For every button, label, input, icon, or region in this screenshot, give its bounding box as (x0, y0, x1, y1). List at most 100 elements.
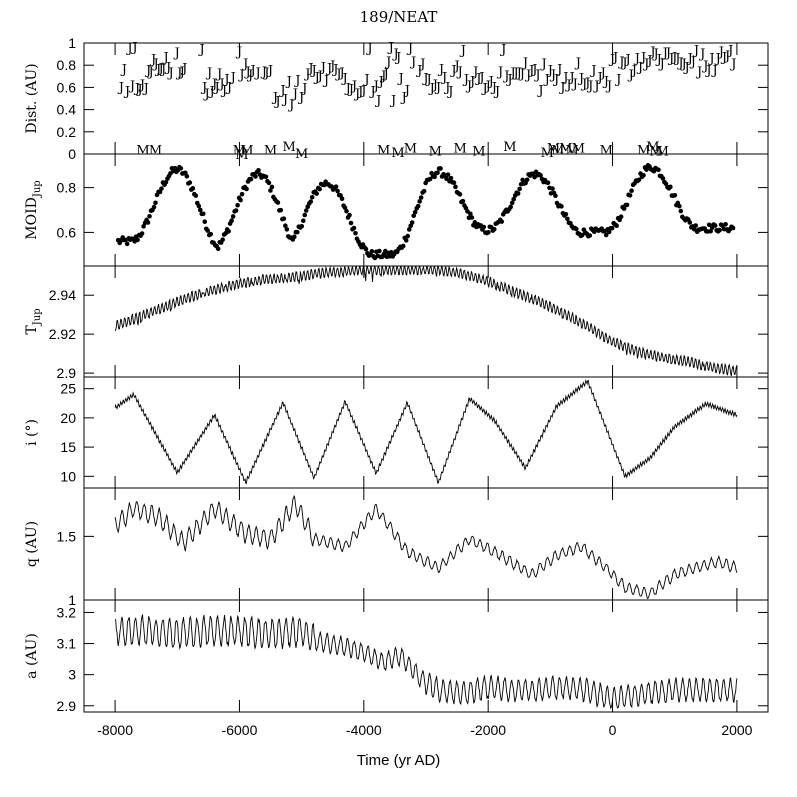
data-point-M: M (240, 144, 253, 159)
data-point (268, 188, 273, 193)
data-point (244, 186, 249, 192)
panel-frame-incl (83, 376, 769, 489)
data-point (486, 230, 491, 235)
data-point (656, 167, 661, 173)
data-point-J: J (583, 76, 590, 91)
data-point-J: J (443, 80, 450, 95)
data-point-M: M (637, 144, 650, 159)
data-point-M: M (136, 144, 149, 159)
data-point-J: J (135, 83, 142, 98)
data-point-J: J (207, 85, 214, 100)
data-point-J: J (337, 66, 344, 81)
data-point-J: J (142, 81, 149, 96)
data-point-J: J (220, 84, 227, 99)
data-point (636, 177, 642, 183)
data-point-J: J (602, 75, 609, 90)
data-point-M: M (454, 141, 467, 156)
data-point-J: J (484, 79, 491, 94)
data-point-J: J (592, 79, 599, 94)
data-point-J: J (316, 69, 323, 84)
data-point (302, 212, 308, 218)
data-point (275, 200, 281, 205)
data-point-J: J (726, 44, 733, 59)
data-point-J: J (237, 68, 244, 83)
data-point-J: J (365, 41, 372, 56)
data-point (730, 225, 736, 231)
data-point-M: M (283, 140, 296, 155)
data-point (299, 223, 305, 229)
data-point-J: J (156, 61, 163, 76)
data-point-M: M (233, 144, 246, 159)
data-point-J: J (428, 81, 435, 96)
data-point (515, 191, 521, 196)
data-point (309, 194, 315, 200)
data-point (187, 180, 193, 185)
data-point (435, 170, 440, 176)
data-point (229, 218, 234, 224)
y-tick-label: 1 (68, 35, 76, 51)
panel-q: 1 1.5 q (AU) (24, 487, 769, 608)
data-point-J: J (297, 90, 304, 105)
data-point-J: J (178, 65, 185, 80)
data-point (200, 211, 206, 217)
data-point (457, 192, 463, 197)
data-point-J: J (642, 57, 649, 72)
data-point (283, 223, 288, 229)
data-point-J: J (577, 71, 584, 86)
data-point-J: J (614, 73, 621, 88)
data-point-J: J (580, 77, 587, 92)
data-point (196, 203, 202, 209)
data-point-M: M (149, 144, 162, 159)
data-point-J: J (530, 63, 537, 78)
data-point (145, 220, 151, 225)
data-point-J: J (149, 53, 156, 68)
data-point-J: J (133, 81, 140, 96)
data-point-J: J (711, 64, 718, 79)
data-point-J: J (508, 66, 515, 81)
x-tick-label: 2000 (721, 722, 752, 738)
data-point-J: J (574, 56, 581, 71)
data-point-J: J (117, 80, 124, 95)
data-point (412, 209, 418, 215)
data-point-J: J (377, 75, 384, 90)
data-point-J: J (627, 68, 634, 83)
y-tick-label: 10 (60, 468, 76, 484)
y-axis-label-subscript: Jup (32, 308, 43, 326)
data-point-M: M (541, 146, 554, 161)
data-point (139, 231, 145, 236)
data-point-J: J (217, 77, 224, 92)
data-point (468, 211, 473, 217)
data-point-J: J (229, 70, 236, 85)
data-point-J: J (406, 41, 413, 56)
data-point-J: J (549, 68, 556, 83)
data-point-M: M (503, 140, 516, 155)
data-point-J: J (512, 66, 519, 81)
data-point-J: J (173, 46, 180, 61)
data-point-J: J (452, 59, 459, 74)
data-point-J: J (449, 64, 456, 79)
data-point (524, 177, 530, 183)
data-point-J: J (686, 51, 693, 66)
data-point (403, 238, 409, 243)
data-point (266, 180, 272, 186)
data-point-J: J (249, 64, 256, 79)
data-point-J: J (673, 51, 680, 66)
data-point (314, 191, 319, 196)
y-axis-label-subscript: Jup (32, 180, 43, 198)
data-point-J: J (496, 65, 503, 80)
panel-frame-tjup (83, 265, 769, 378)
data-point-J: J (527, 64, 534, 79)
data-point (460, 198, 466, 204)
data-point-J: J (130, 40, 137, 55)
panel-incl: 10 15 20 25 i (°) (24, 376, 769, 489)
y-tick-label: 3 (68, 667, 76, 683)
data-point-M: M (235, 148, 248, 163)
data-point-J: J (487, 75, 494, 90)
data-point-J: J (372, 79, 379, 94)
data-point (580, 232, 585, 238)
data-point (363, 246, 369, 252)
data-point (621, 206, 627, 211)
data-point-J: J (353, 87, 360, 102)
data-point-J: J (704, 64, 711, 79)
data-point-J: J (707, 51, 714, 66)
